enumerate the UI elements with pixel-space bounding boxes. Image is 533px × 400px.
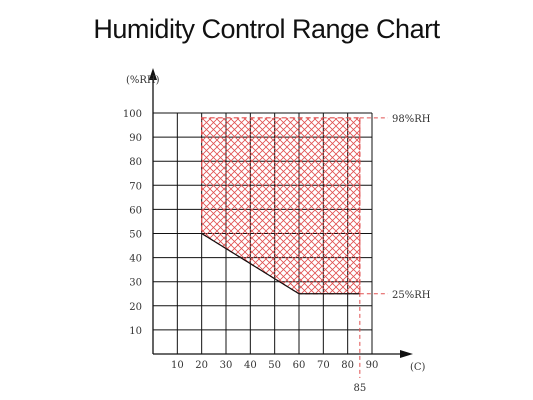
annotations: 98%RH 25%RH 85	[353, 114, 430, 394]
x-axis-label: (C)	[410, 362, 426, 373]
tick-labels: 10 20 30 40 50 60 70 80 90 100 10 20 30 40 50 60 70 80 90	[123, 109, 378, 371]
x-tick-label-8: 90	[366, 360, 379, 371]
y-tick-label-8: 90	[129, 133, 142, 144]
x-tick-label-1: 20	[195, 360, 208, 371]
x-tick-label-7: 80	[341, 360, 354, 371]
y-tick-label-9: 100	[123, 109, 142, 120]
region-lower-boundary	[201, 232, 360, 295]
y-tick-label-2: 30	[129, 278, 142, 289]
x-tick-label-5: 60	[293, 360, 306, 371]
x-axis-arrow	[400, 350, 413, 358]
region-fill	[201, 117, 360, 294]
annotation-label-0: 98%RH	[392, 114, 431, 125]
x-tick-label-3: 40	[244, 360, 257, 371]
axes	[149, 68, 413, 358]
y-tick-label-0: 10	[129, 326, 142, 337]
annotation-label-1: 25%RH	[392, 290, 431, 301]
x-tick-label-0: 10	[171, 360, 184, 371]
y-tick-label-3: 40	[129, 254, 142, 265]
y-tick-label-6: 70	[129, 181, 142, 192]
x-tick-label-4: 50	[268, 360, 281, 371]
y-tick-label-7: 80	[129, 157, 142, 168]
y-axis-label: (%RH)	[126, 75, 160, 86]
y-tick-label-4: 50	[129, 230, 142, 241]
y-axis-arrow	[149, 68, 157, 80]
chart-title: Humidity Control Range Chart	[93, 14, 440, 44]
x-tick-label-6: 70	[317, 360, 330, 371]
y-tick-label-5: 60	[129, 205, 142, 216]
annotation-label-2: 85	[353, 383, 366, 394]
y-tick-label-1: 20	[129, 302, 142, 313]
x-tick-label-2: 30	[220, 360, 233, 371]
control-region	[201, 117, 361, 295]
